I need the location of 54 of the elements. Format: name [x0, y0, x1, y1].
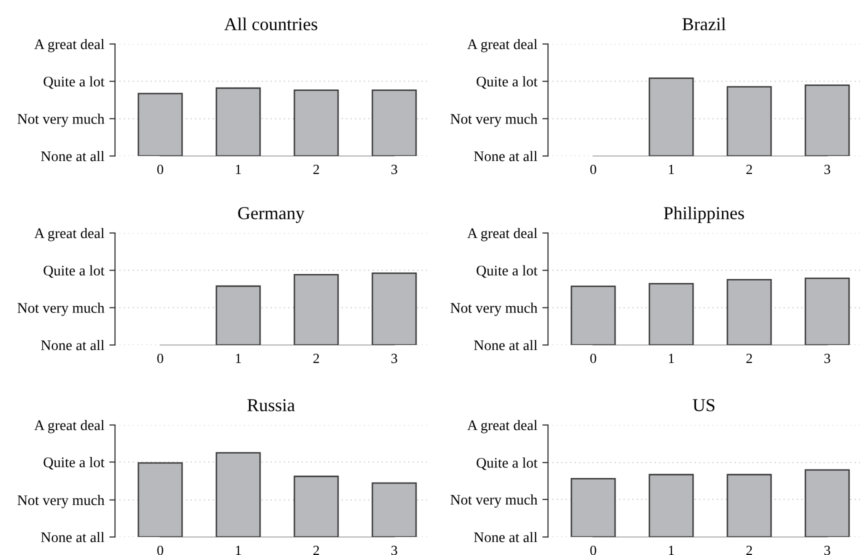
ref-line-label: A great deal [467, 38, 538, 52]
x-tick-label: 1 [668, 546, 674, 555]
x-tick-label: 1 [236, 164, 241, 174]
x-tick-label: 2 [746, 164, 752, 174]
ref-line-label: Quite a lot [44, 76, 104, 89]
ref-line-label: Quite a lot [476, 76, 538, 89]
ref-line-label: Quite a lot [44, 265, 104, 278]
ref-line-label: A great deal [467, 420, 538, 434]
ref-line-label: Not very much [18, 494, 104, 508]
ref-line-label: Not very much [18, 114, 104, 127]
x-tick-label: 3 [391, 354, 398, 364]
ref-line-label: Not very much [450, 114, 538, 127]
ref-line-label: None at all [474, 532, 538, 542]
ref-line-label: None at all [474, 340, 538, 350]
x-tick-label: 0 [590, 164, 596, 174]
ref-line-label: Quite a lot [476, 265, 538, 278]
x-tick-label: 3 [824, 354, 830, 364]
chart-title: Brazil [682, 18, 726, 30]
x-tick-label: 1 [236, 354, 241, 363]
ref-line-label: A great deal [34, 38, 104, 52]
ref-line-label: Quite a lot [44, 456, 104, 470]
x-tick-label: 0 [157, 546, 164, 555]
chart-title: Germany [238, 207, 305, 224]
x-tick-label: 2 [746, 546, 752, 555]
ref-line-label: A great deal [34, 420, 104, 434]
x-tick-label: 1 [668, 354, 674, 363]
x-tick-label: 2 [313, 546, 319, 555]
ref-line-label: A great deal [467, 228, 538, 242]
x-tick-label: 2 [313, 164, 319, 174]
x-tick-label: 0 [157, 354, 164, 364]
ref-line-label: Not very much [450, 302, 538, 316]
x-tick-label: 2 [313, 354, 319, 363]
x-tick-label: 3 [824, 546, 830, 555]
x-tick-label: 2 [746, 354, 752, 363]
x-tick-label: 3 [824, 164, 830, 174]
ref-line-label: None at all [41, 532, 104, 542]
chart-title: Russia [247, 399, 295, 412]
ref-line-label: Not very much [450, 494, 538, 508]
ref-line-label: Quite a lot [476, 457, 538, 470]
x-tick-label: 1 [668, 164, 674, 174]
ref-line-label: A great deal [34, 228, 104, 242]
x-tick-label: 0 [590, 546, 596, 555]
x-tick-label: 3 [391, 546, 398, 555]
chart-title: Philippines [664, 206, 744, 223]
x-tick-label: 3 [391, 164, 398, 174]
chart-title: All countries [224, 18, 318, 30]
ref-line-label: None at all [474, 150, 538, 162]
x-tick-label: 0 [157, 164, 164, 174]
ref-line-label: Not very much [18, 302, 104, 316]
x-tick-label: 0 [590, 354, 596, 364]
ref-line-label: None at all [41, 340, 104, 350]
chart-title: US [692, 399, 714, 412]
ref-line-label: None at all [41, 150, 104, 162]
x-tick-label: 1 [236, 546, 241, 555]
